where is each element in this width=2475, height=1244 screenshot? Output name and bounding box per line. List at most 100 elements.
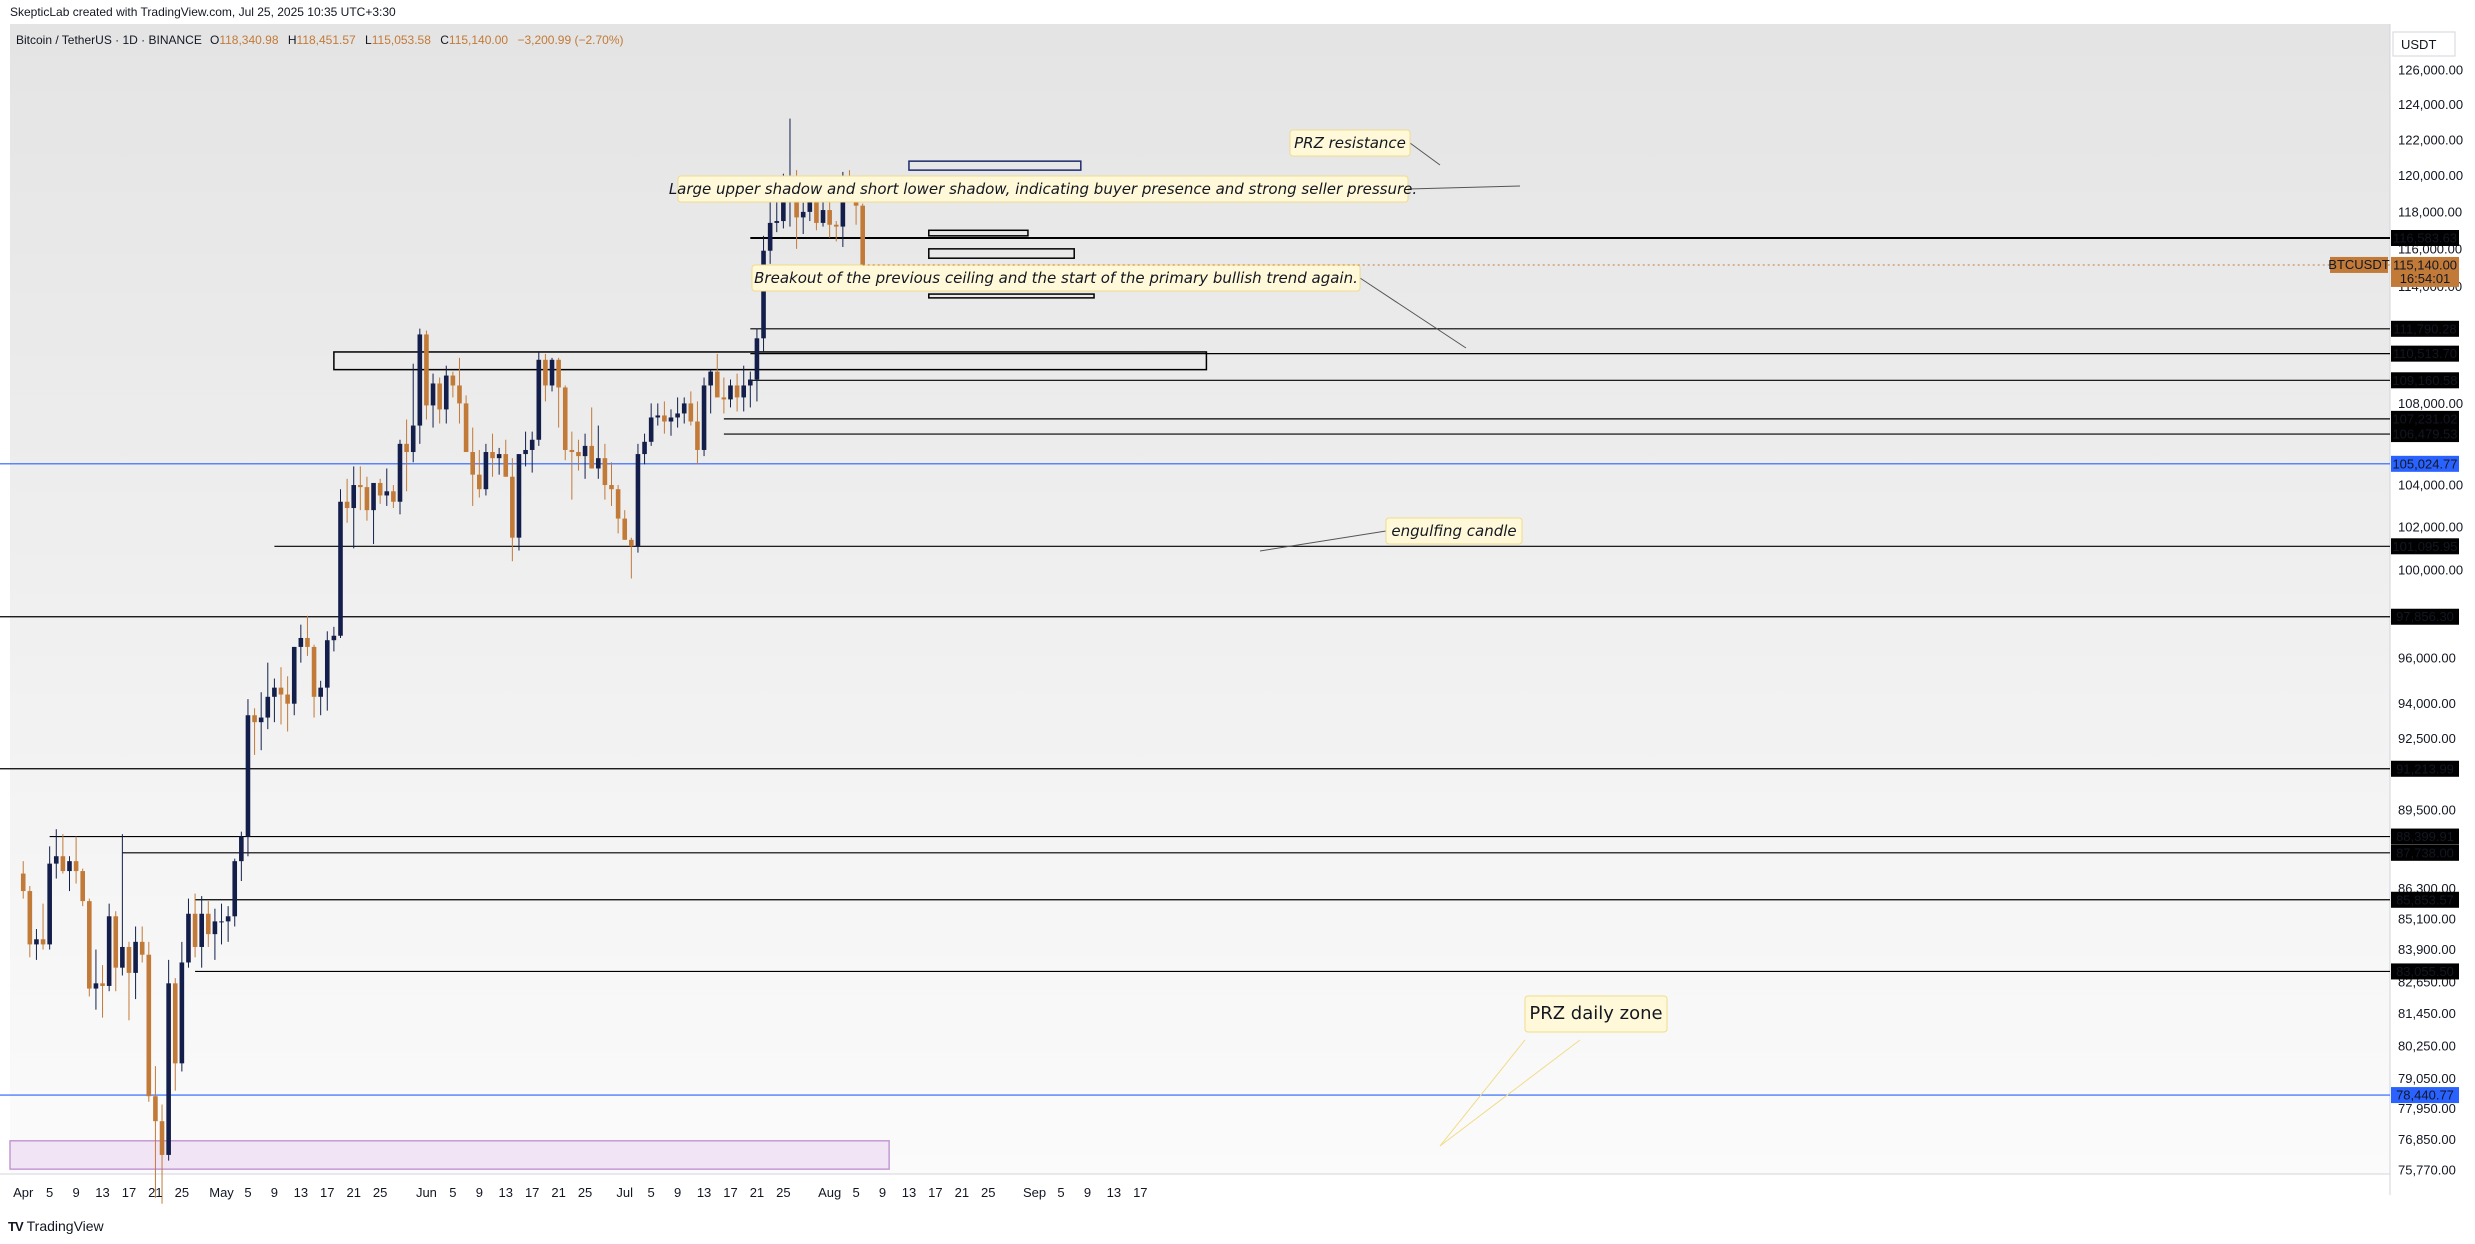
x-tick-label: 13 (499, 1185, 513, 1200)
candle-body (186, 913, 191, 963)
x-tick-label: 21 (148, 1185, 162, 1200)
candle-body (80, 871, 86, 902)
level-tag-label: 85,853.57 (2396, 892, 2454, 907)
candle-body (159, 1121, 165, 1155)
candle-body (324, 640, 330, 688)
open-value: 118,340.98 (219, 33, 278, 47)
support-box-1 (928, 248, 1075, 259)
candle-body (397, 443, 403, 502)
x-tick-label: 9 (271, 1185, 278, 1200)
note-engulfing-note: engulfing candle (1259, 517, 1523, 552)
candle-body (741, 385, 747, 398)
ohlc-values: O118,340.98 H118,451.57 L115,053.58 C115… (210, 33, 624, 47)
candle-body (477, 474, 482, 490)
y-tick-label: 79,050.00 (2398, 1071, 2456, 1086)
candle-body (133, 941, 138, 973)
candle-body (139, 941, 145, 955)
candle-body (748, 379, 753, 386)
candle-body (523, 449, 528, 455)
candle-body (106, 916, 112, 986)
x-tick-label: 9 (674, 1185, 681, 1200)
x-tick-label: 21 (346, 1185, 360, 1200)
candle-body (503, 454, 509, 477)
x-tick-label: Sep (1023, 1185, 1046, 1200)
x-tick-label: 17 (723, 1185, 737, 1200)
x-tick-label: Jul (616, 1185, 633, 1200)
x-tick-label: 5 (648, 1185, 655, 1200)
support-box-3 (928, 229, 1029, 237)
note-text: Breakout of the previous ceiling and the… (754, 269, 1358, 287)
x-tick-label: 21 (750, 1185, 764, 1200)
level-tag-label: 78,440.77 (2396, 1088, 2454, 1103)
candle-body (629, 539, 634, 547)
candle-body (364, 487, 370, 511)
prior-ceiling-box (333, 351, 1208, 371)
candle-body (245, 715, 251, 837)
candle-body (668, 417, 674, 422)
candle-body (820, 210, 826, 223)
y-tick-label: 126,000.00 (2398, 63, 2463, 78)
x-tick-label: 9 (1084, 1185, 1091, 1200)
currency-box[interactable] (2392, 31, 2456, 57)
symbol-tag (2330, 256, 2388, 273)
candle-body (166, 983, 171, 1155)
level-tag (2391, 844, 2459, 861)
candle-body (93, 983, 99, 989)
y-tick-label: 96,000.00 (2398, 651, 2456, 666)
candle-body (860, 205, 865, 265)
note-text: PRZ daily zone (1529, 1003, 1662, 1024)
candle-body (721, 397, 727, 400)
zones-layer (9, 160, 1208, 1170)
candle-body (675, 413, 680, 418)
x-tick-label: 9 (72, 1185, 79, 1200)
candle-body (781, 191, 786, 222)
x-tick-label: 17 (320, 1185, 334, 1200)
x-tick-label: Jun (416, 1185, 437, 1200)
candle-body (53, 856, 59, 864)
candle-body (602, 458, 608, 486)
y-tick-label: 83,900.00 (2398, 942, 2456, 957)
y-tick-label: 102,000.00 (2398, 520, 2463, 535)
candle-body (708, 371, 713, 386)
candle-body (410, 425, 416, 453)
level-tag (2391, 963, 2459, 980)
candle-body (232, 861, 238, 917)
prz-daily-zone (9, 1140, 890, 1170)
x-tick-label: 5 (1057, 1185, 1064, 1200)
y-tick-label: 81,450.00 (2398, 1006, 2456, 1021)
time-axis[interactable]: 21 25 Apr 5 9 13 17 21 25 May 5 9 13 17 21 25 Jun 5 9 13 17 2… (0, 1185, 1148, 1200)
x-tick-label: 25 (373, 1185, 387, 1200)
candle-body (120, 946, 125, 968)
note-text: engulfing candle (1391, 522, 1516, 540)
candle-body (199, 913, 204, 947)
x-tick-label: 5 (852, 1185, 859, 1200)
candle-body (27, 891, 33, 945)
symbol-tag-label: BTCUSDT (2328, 257, 2389, 272)
y-tick-label: 122,000.00 (2398, 132, 2463, 147)
x-tick-label: 17 (122, 1185, 136, 1200)
candle-body (311, 646, 317, 697)
price-axis[interactable]: USDT 126,000.00 124,000.00 122,000.00 120,0… (2392, 31, 2463, 1178)
plot-background (10, 24, 2390, 1174)
candle-body (153, 1096, 158, 1122)
candle-body (67, 861, 72, 872)
candle-body (556, 359, 561, 388)
candle-body (265, 696, 271, 718)
note-box (751, 264, 1361, 292)
note-breakout-note: Breakout of the previous ceiling and the… (751, 264, 1467, 349)
candle-body (34, 939, 39, 945)
x-tick-label: 9 (879, 1185, 886, 1200)
candle-body (761, 250, 766, 339)
x-tick-label: 5 (244, 1185, 251, 1200)
level-tag-label: 116,583.63 (2393, 230, 2457, 245)
candle-body (331, 635, 337, 641)
candle-body (126, 946, 132, 973)
candle-body (767, 222, 773, 251)
candle-body (496, 454, 502, 459)
low-label: L (365, 33, 372, 47)
y-tick-label: 124,000.00 (2398, 97, 2463, 112)
note-box (677, 175, 1409, 203)
footer-brand: TV TradingView (8, 1218, 104, 1234)
candle-body (252, 715, 257, 723)
